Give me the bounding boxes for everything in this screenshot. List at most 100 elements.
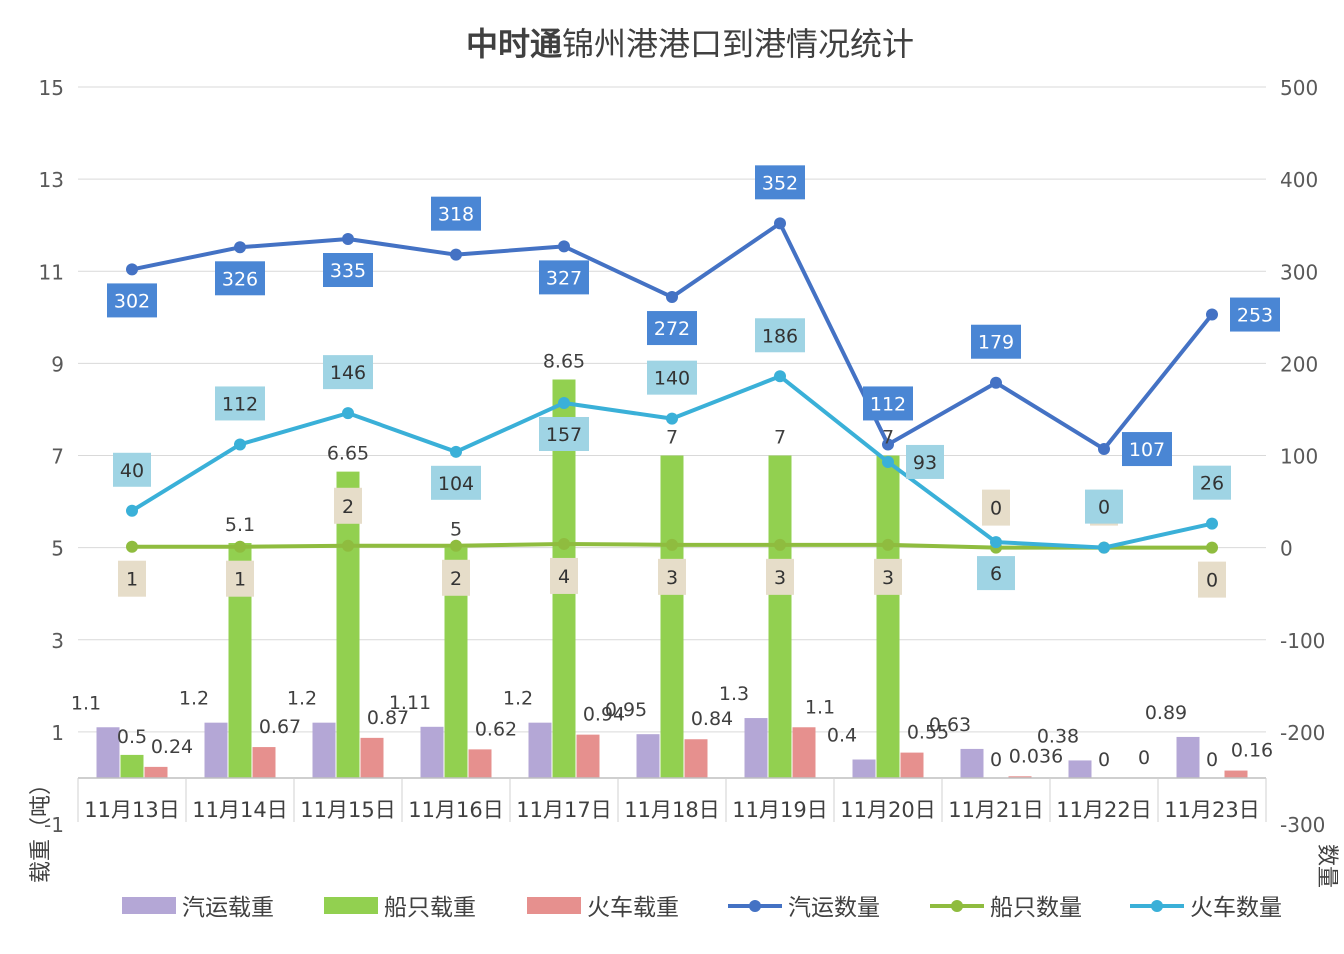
bar-0 <box>204 722 228 778</box>
line-value-label: 1 <box>234 569 246 591</box>
legend-marker-4 <box>951 900 963 912</box>
line-label-box-2 <box>1085 489 1123 524</box>
chart-title: 中时通锦州港港口到港情况统计 <box>466 25 914 63</box>
line-label-box-0 <box>323 253 373 288</box>
line-label-box-0 <box>107 283 157 318</box>
category-label: 11月15日 <box>300 798 395 822</box>
line-marker-2 <box>1206 517 1218 530</box>
line-value-label: 3 <box>666 567 678 589</box>
left-tick-label: 5 <box>51 537 64 561</box>
line-marker-2 <box>558 396 570 409</box>
line-value-label: 327 <box>546 267 582 289</box>
bar-value-label: 0.94 <box>583 704 625 726</box>
line-label-box-0 <box>1230 297 1280 332</box>
category-label: 11月23日 <box>1164 798 1259 822</box>
line-label-box-0 <box>539 260 589 295</box>
line-value-label: 104 <box>438 473 474 495</box>
bar-value-label: 8.65 <box>543 350 585 372</box>
bar-value-label: 0 <box>1138 747 1150 769</box>
line-label-box-2 <box>647 360 697 395</box>
category-label: 11月16日 <box>408 798 503 822</box>
bar-value-label: 0.38 <box>1037 725 1079 747</box>
line-marker-2 <box>342 407 354 420</box>
left-tick-label: 13 <box>39 168 64 192</box>
left-axis-ticks: 15 13 11 9 7 5 3 1 -1 <box>39 76 64 837</box>
bar-value-label: 0.89 <box>1145 702 1187 724</box>
bar-1 <box>876 455 900 778</box>
line-value-label: 2 <box>342 496 354 518</box>
line-series <box>126 217 1218 554</box>
category-axis: 11月13日 11月14日 11月15日 11月16日 11月17日 11月18日 11月1… <box>77 777 1267 822</box>
line-marker-1 <box>1206 541 1218 554</box>
bar-value-label: 0.62 <box>475 718 517 740</box>
line-value-label: 26 <box>1200 473 1224 495</box>
left-tick-label: -1 <box>44 813 64 837</box>
bar-2 <box>576 734 600 778</box>
bar-0 <box>852 759 876 778</box>
legend-swatch-2 <box>527 897 581 914</box>
bar-1 <box>336 471 360 778</box>
line-marker-0 <box>558 240 570 253</box>
left-axis-title: 载重（吨） <box>29 773 54 883</box>
line-value-label: 2 <box>450 568 462 590</box>
line-marker-2 <box>774 370 786 383</box>
bar-1 <box>660 455 684 778</box>
category-label: 11月22日 <box>1056 798 1151 822</box>
right-tick-label: 400 <box>1280 168 1318 192</box>
bar-0 <box>312 722 336 778</box>
line-value-label: 0 <box>1206 570 1218 592</box>
line-marker-1 <box>450 539 462 552</box>
line-marker-0 <box>126 263 138 276</box>
bar-2 <box>144 766 168 778</box>
bar-0 <box>744 718 768 778</box>
bar-value-label: 6.65 <box>327 443 369 465</box>
line-marker-1 <box>342 539 354 552</box>
line-marker-0 <box>234 241 246 254</box>
line-value-label: 302 <box>114 290 150 312</box>
line-marker-2 <box>234 438 246 451</box>
line-marker-0 <box>1206 308 1218 321</box>
line-marker-2 <box>1098 541 1110 554</box>
category-label: 11月17日 <box>516 798 611 822</box>
left-tick-label: 1 <box>51 721 64 745</box>
line-value-label: 107 <box>1129 439 1165 461</box>
line-label-box-0 <box>431 196 481 231</box>
right-axis-title: 数量 <box>1314 844 1339 888</box>
bar-0 <box>528 722 552 778</box>
bar-2 <box>1224 770 1248 778</box>
line-label-box-1 <box>226 560 254 597</box>
line-value-label: 318 <box>438 204 474 226</box>
category-label: 11月18日 <box>624 798 719 822</box>
line-marker-1 <box>774 538 786 551</box>
bar-value-label: 7 <box>774 427 786 449</box>
line-label-box-1 <box>766 558 794 595</box>
bar-2 <box>360 737 384 778</box>
line-value-label: 112 <box>870 393 906 415</box>
chart-title-brand: 中时通 <box>466 25 562 63</box>
right-tick-label: -300 <box>1280 813 1325 837</box>
bar-0 <box>636 734 660 778</box>
legend-swatch-0 <box>122 897 176 914</box>
bar-value-label: 0.16 <box>1231 740 1273 762</box>
line-label-box-1 <box>874 558 902 595</box>
line-marker-1 <box>882 538 894 551</box>
line-label-box-2 <box>1193 465 1231 500</box>
line-marker-2 <box>666 412 678 425</box>
line-value-label: 335 <box>330 260 366 282</box>
left-tick-label: 11 <box>39 260 64 284</box>
line-marker-0 <box>882 438 894 451</box>
category-label: 11月13日 <box>84 798 179 822</box>
bar-0 <box>420 726 444 778</box>
line-marker-0 <box>666 291 678 304</box>
legend-label: 汽运载重 <box>182 895 274 921</box>
right-tick-label: 200 <box>1280 352 1318 376</box>
bar-value-label: 5 <box>450 519 462 541</box>
legend-label: 船只载重 <box>384 895 476 921</box>
line-label-box-2 <box>431 465 481 500</box>
bar-value-label: 0.87 <box>367 707 409 729</box>
chart-title-main: 锦州港港口到港情况统计 <box>562 25 914 63</box>
line-value-label: 40 <box>120 460 144 482</box>
line-label-box-1 <box>1198 561 1226 598</box>
bar-value-label: 0.4 <box>827 725 857 747</box>
